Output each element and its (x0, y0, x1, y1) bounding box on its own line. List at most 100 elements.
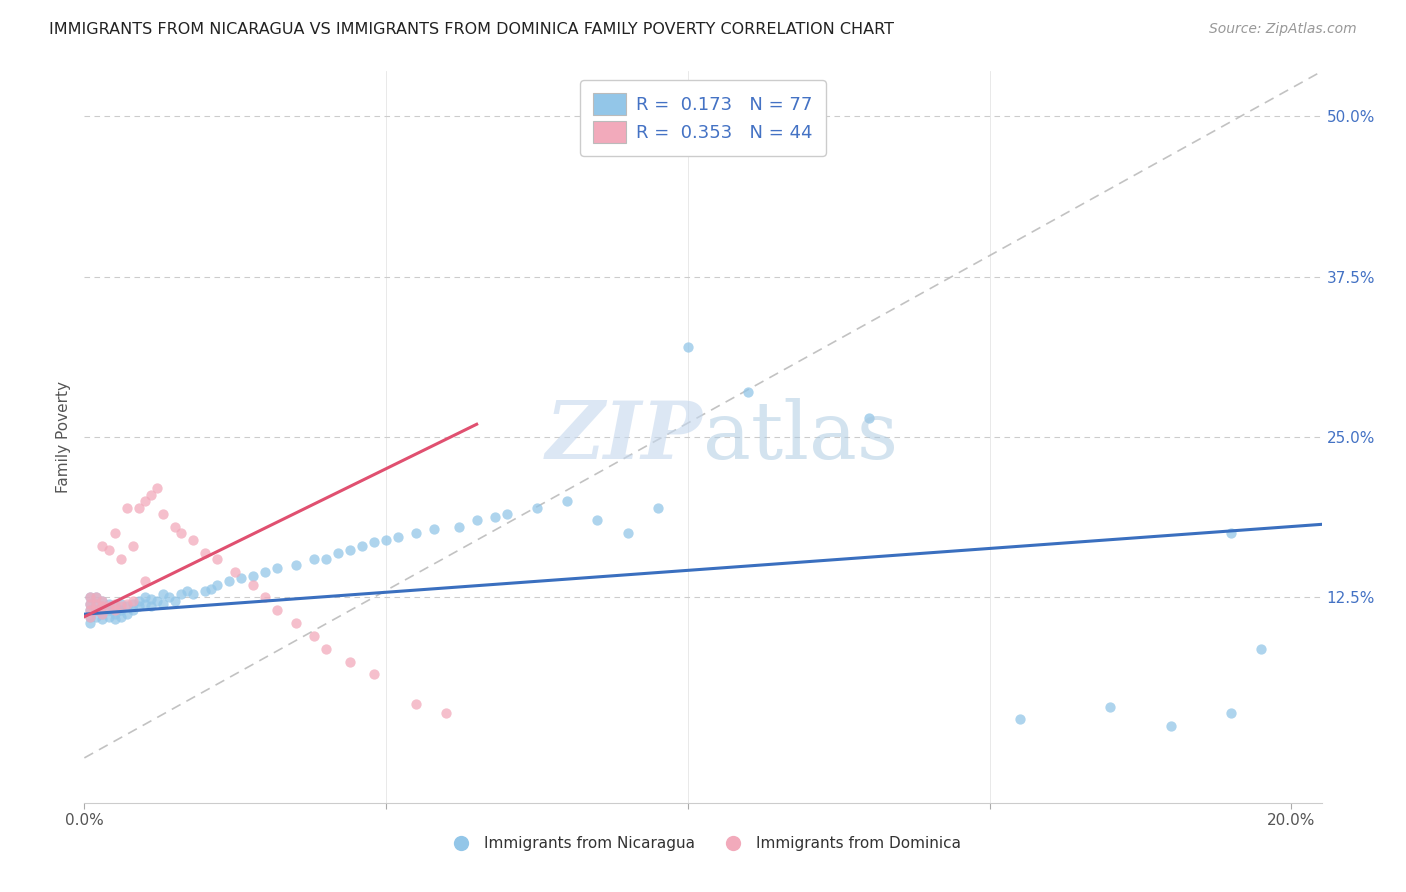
Point (110, 597, 132, 611)
Point (423, 523, 446, 537)
Point (363, 667, 385, 681)
Point (484, 509, 506, 524)
Point (79, 597, 101, 611)
Point (91, 599, 114, 614)
Point (103, 526, 125, 541)
Point (218, 574, 240, 588)
Point (79, 616, 101, 631)
Point (339, 543, 361, 558)
Point (465, 514, 488, 528)
Point (97, 597, 120, 611)
Point (363, 535, 385, 549)
Point (242, 577, 264, 591)
Point (194, 545, 217, 559)
Point (266, 561, 288, 575)
Point (134, 494, 156, 508)
Point (97, 609, 120, 624)
Point (134, 591, 156, 605)
Point (152, 507, 174, 521)
Point (181, 533, 204, 547)
Point (495, 507, 517, 521)
Point (79, 609, 101, 624)
Point (436, 706, 458, 720)
Point (284, 558, 307, 573)
Point (157, 591, 180, 605)
Text: ZIP: ZIP (546, 399, 703, 475)
Point (97, 599, 120, 614)
Point (110, 609, 132, 624)
Point (115, 597, 138, 611)
Point (737, 385, 759, 400)
Point (315, 552, 337, 566)
Point (79, 597, 101, 611)
Point (91, 594, 114, 608)
Point (405, 697, 427, 711)
Point (128, 599, 150, 614)
Point (134, 597, 156, 611)
Point (1099, 699, 1122, 714)
Point (139, 488, 162, 502)
Point (115, 500, 138, 515)
Point (91, 599, 114, 614)
Point (103, 612, 125, 626)
Point (86, 603, 108, 617)
Point (115, 607, 138, 622)
Point (91, 607, 114, 622)
Point (1250, 641, 1272, 656)
Point (103, 597, 125, 611)
Point (647, 500, 669, 515)
Point (128, 500, 150, 515)
Point (586, 514, 609, 528)
Point (139, 591, 162, 606)
Point (121, 603, 143, 617)
Point (152, 587, 174, 601)
Point (350, 539, 373, 553)
Point (97, 543, 120, 558)
Point (128, 594, 150, 608)
Point (387, 530, 409, 544)
Point (110, 603, 132, 617)
Y-axis label: Family Poverty: Family Poverty (56, 381, 72, 493)
Point (79, 603, 101, 617)
Point (91, 594, 114, 608)
Point (1008, 712, 1031, 726)
Point (103, 599, 125, 614)
Point (616, 526, 638, 541)
Point (194, 584, 217, 599)
Point (375, 533, 398, 547)
Point (224, 565, 246, 579)
Point (110, 599, 132, 614)
Text: atlas: atlas (703, 398, 898, 476)
Legend: Immigrants from Nicaragua, Immigrants from Dominica: Immigrants from Nicaragua, Immigrants fr… (439, 830, 967, 857)
Point (339, 655, 361, 669)
Point (121, 539, 143, 553)
Point (115, 599, 138, 614)
Point (86, 591, 108, 605)
Point (447, 520, 470, 534)
Point (176, 584, 198, 599)
Point (139, 599, 162, 614)
Point (254, 591, 277, 605)
Point (266, 603, 288, 617)
Point (242, 568, 264, 582)
Point (1220, 706, 1243, 720)
Point (91, 539, 114, 553)
Point (110, 552, 132, 566)
Point (181, 587, 204, 601)
Point (555, 494, 578, 508)
Point (79, 603, 101, 617)
Point (97, 603, 120, 617)
Point (86, 597, 108, 611)
Point (284, 616, 307, 631)
Point (326, 545, 349, 559)
Point (79, 591, 101, 605)
Text: IMMIGRANTS FROM NICARAGUA VS IMMIGRANTS FROM DOMINICA FAMILY POVERTY CORRELATION: IMMIGRANTS FROM NICARAGUA VS IMMIGRANTS … (49, 22, 894, 37)
Point (205, 577, 228, 591)
Point (91, 612, 114, 626)
Point (91, 607, 114, 622)
Point (79, 609, 101, 624)
Point (103, 603, 125, 617)
Point (858, 410, 880, 425)
Point (170, 587, 193, 601)
Point (1160, 719, 1182, 733)
